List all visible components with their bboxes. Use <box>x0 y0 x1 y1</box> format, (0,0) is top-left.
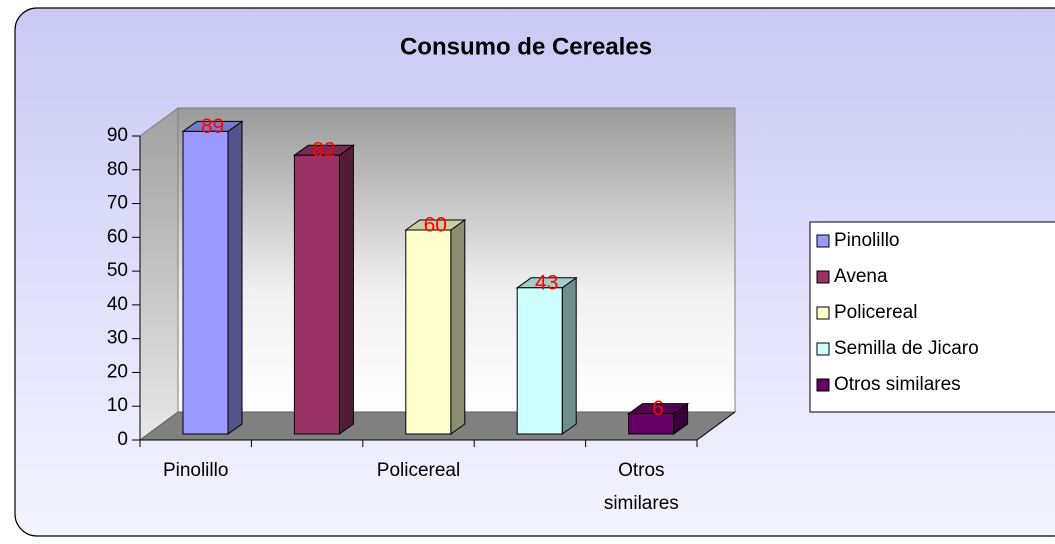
bar-front <box>293 154 340 435</box>
y-tick-label: 70 <box>107 193 128 214</box>
bar-side <box>227 120 243 435</box>
bar-front <box>516 287 563 435</box>
y-tick-label: 10 <box>107 395 128 416</box>
bar-side <box>338 144 354 435</box>
legend-swatch <box>816 270 830 284</box>
legend-label: Pinolillo <box>834 230 899 251</box>
y-tick-label: 60 <box>107 226 128 247</box>
bar-side <box>561 276 577 435</box>
legend-swatch <box>816 306 830 320</box>
value-label: 43 <box>535 271 558 294</box>
y-tick-label: 50 <box>107 260 128 281</box>
side-wall <box>139 107 179 441</box>
bar <box>515 276 578 435</box>
legend-swatch <box>816 342 830 356</box>
legend-label: Policereal <box>834 302 917 323</box>
value-label: 6 <box>652 397 664 420</box>
bar <box>627 402 690 435</box>
chart-title: Consumo de Cereales <box>400 33 652 60</box>
bar-front <box>628 413 675 435</box>
y-tick-label: 0 <box>117 429 128 450</box>
y-tick-label: 80 <box>107 159 128 180</box>
value-label: 82 <box>312 139 335 162</box>
bar <box>404 219 467 435</box>
bar <box>181 120 244 435</box>
x-tick-label: Policereal <box>376 460 461 481</box>
y-tick-label: 30 <box>107 328 128 349</box>
legend <box>809 221 1055 413</box>
legend-swatch <box>816 378 830 392</box>
bar-front <box>182 130 229 435</box>
legend-label: Avena <box>834 266 888 287</box>
bar <box>292 144 355 435</box>
bar-front <box>405 229 452 435</box>
bar-side <box>450 219 466 435</box>
y-tick-label: 90 <box>107 125 128 146</box>
legend-swatch <box>816 234 830 248</box>
y-tick-label: 40 <box>107 294 128 315</box>
legend-label: Otros similares <box>834 374 961 395</box>
x-tick-label: Pinolillo <box>162 460 229 481</box>
x-tick-label: Otros similares <box>603 460 679 514</box>
y-tick-label: 20 <box>107 361 128 382</box>
value-label: 60 <box>424 214 447 237</box>
value-label: 89 <box>201 115 224 138</box>
legend-label: Semilla de Jicaro <box>834 338 979 359</box>
